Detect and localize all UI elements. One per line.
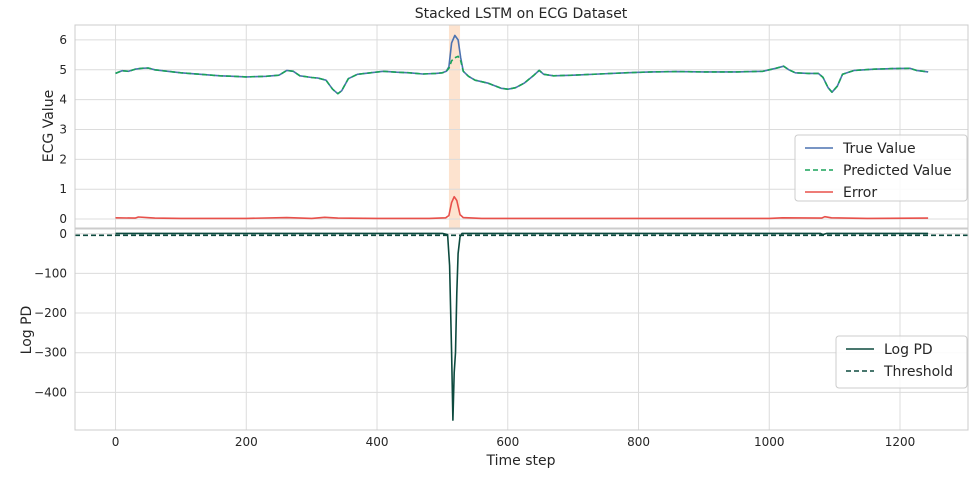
y-tick-label: 1 (59, 182, 67, 196)
bottom-axes-frame (74, 228, 969, 431)
x-tick-label: 400 (366, 435, 389, 449)
x-tick-label: 800 (627, 435, 650, 449)
y-tick-label: −200 (34, 306, 67, 320)
top-y-ticks: 0 1 2 3 4 5 6 (59, 33, 67, 226)
bottom-y-axis-label: Log PD (19, 306, 35, 355)
top-series (115, 34, 929, 220)
anomaly-highlight-span (448, 25, 461, 228)
x-ticks: 0 200 400 600 800 1000 1200 (112, 435, 916, 449)
y-tick-label: 6 (59, 33, 67, 47)
legend-box (794, 134, 968, 202)
y-tick-label: 0 (59, 227, 67, 241)
series-line-error (115, 195, 929, 220)
y-tick-label: 5 (59, 63, 67, 77)
legend-label: True Value (842, 141, 916, 157)
x-tick-label: 200 (235, 435, 258, 449)
y-tick-label: −400 (34, 385, 67, 399)
legend-label: Error (843, 185, 877, 201)
x-tick-label: 1200 (885, 435, 916, 449)
bottom-panel: 0−100−200−300−400 0 200 400 600 800 1000 1200 … (19, 227, 969, 469)
series-line-predicted-value (115, 55, 929, 95)
x-tick-label: 1000 (754, 435, 785, 449)
bottom-series (75, 232, 968, 421)
x-axis-label: Time step (486, 453, 556, 469)
bottom-plot-area (75, 229, 968, 430)
legend-label: Threshold (883, 364, 953, 380)
x-tick-label: 0 (112, 435, 120, 449)
top-legend: True Value Predicted Value Error (794, 134, 968, 202)
top-y-axis-label: ECG Value (41, 90, 57, 162)
bottom-y-ticks: 0 −100 −200 −300 −400 (34, 227, 67, 400)
y-tick-label: 4 (59, 93, 67, 107)
top-panel: Stacked LSTM on ECG Dataset 0 1 2 3 4 5 6 ECG … (41, 6, 969, 229)
top-axes-frame (74, 24, 969, 229)
x-tick-label: 600 (496, 435, 519, 449)
series-line-log-pd (115, 232, 929, 421)
y-tick-label: 3 (59, 122, 67, 136)
chart-title: Stacked LSTM on ECG Dataset (415, 6, 628, 22)
bottom-legend: Log PD Threshold (835, 335, 968, 389)
y-tick-label: −300 (34, 346, 67, 360)
y-tick-label: 2 (59, 152, 67, 166)
legend-label: Log PD (884, 342, 933, 358)
y-tick-label: −100 (34, 266, 67, 280)
legend-label: Predicted Value (843, 163, 952, 179)
y-tick-label: 0 (59, 212, 67, 226)
